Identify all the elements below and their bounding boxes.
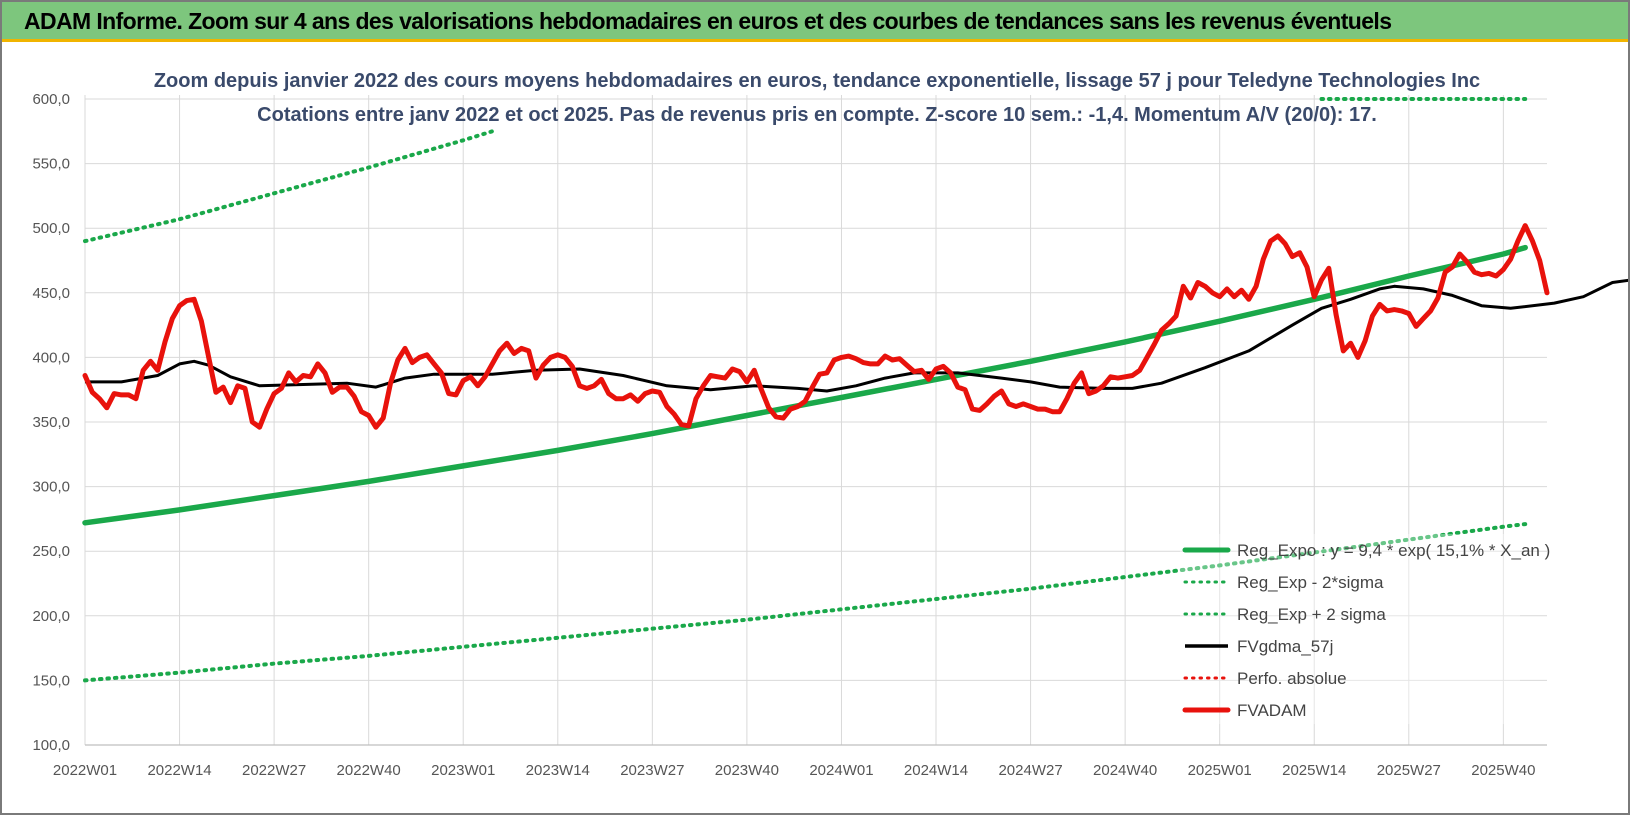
legend: Reg_Expo : y = 9,4 * exp( 15,1% * X_an )… bbox=[1180, 534, 1550, 724]
grid bbox=[84, 95, 1547, 746]
x-tick-label: 2022W14 bbox=[147, 762, 211, 779]
x-tick-label: 2022W27 bbox=[242, 762, 306, 779]
x-tick-label: 2024W01 bbox=[809, 762, 873, 779]
x-tick-label: 2023W27 bbox=[620, 762, 684, 779]
legend-label: Reg_Exp - 2*sigma bbox=[1237, 573, 1384, 592]
chart-title-line1: Zoom depuis janvier 2022 des cours moyen… bbox=[154, 70, 1480, 92]
x-tick-label: 2023W01 bbox=[431, 762, 495, 779]
y-tick-label: 300,0 bbox=[32, 479, 70, 496]
x-tick-label: 2024W40 bbox=[1093, 762, 1157, 779]
series-line-fvadam bbox=[82, 223, 1550, 430]
legend-label: Reg_Exp + 2 sigma bbox=[1237, 605, 1386, 624]
x-tick-label: 2023W14 bbox=[526, 762, 590, 779]
x-tick-label: 2025W01 bbox=[1188, 762, 1252, 779]
y-tick-label: 550,0 bbox=[32, 156, 70, 173]
y-tick-label: 150,0 bbox=[32, 672, 70, 689]
page-title: ADAM Informe. Zoom sur 4 ans des valoris… bbox=[24, 8, 1392, 34]
series-line-reg-expo-y-9-4-exp-15-1-x-an bbox=[82, 244, 1528, 526]
y-axis-ticks: 100,0 150,0 200,0 250,0 300,0 350,0 400,0 450,0… bbox=[32, 91, 70, 754]
x-tick-label: 2025W27 bbox=[1377, 762, 1441, 779]
y-tick-label: 450,0 bbox=[32, 285, 70, 302]
chart-title-line2: Cotations entre janv 2022 et oct 2025. P… bbox=[257, 104, 1377, 126]
series-line-reg-exp-2-sigma bbox=[83, 522, 1528, 683]
x-tick-label: 2022W01 bbox=[53, 762, 117, 779]
series-line-reg-exp-2-sigma bbox=[83, 129, 495, 244]
x-axis-ticks: 2022W01 2022W14 2022W27 2022W40 2023W01 2023W… bbox=[53, 762, 1536, 779]
legend-label: Perfo. absolue bbox=[1237, 669, 1347, 688]
legend-label: FVADAM bbox=[1237, 701, 1307, 720]
header-banner: ADAM Informe. Zoom sur 4 ans des valoris… bbox=[2, 2, 1628, 42]
legend-label: Reg_Expo : y = 9,4 * exp( 15,1% * X_an ) bbox=[1237, 541, 1550, 560]
legend-box bbox=[1180, 534, 1520, 724]
x-tick-label: 2022W40 bbox=[337, 762, 401, 779]
y-tick-label: 350,0 bbox=[32, 414, 70, 431]
x-tick-label: 2025W14 bbox=[1282, 762, 1346, 779]
y-tick-label: 250,0 bbox=[32, 543, 70, 560]
x-tick-label: 2024W27 bbox=[998, 762, 1062, 779]
y-tick-label: 100,0 bbox=[32, 737, 70, 754]
x-tick-label: 2025W40 bbox=[1471, 762, 1535, 779]
y-tick-label: 500,0 bbox=[32, 220, 70, 237]
y-tick-label: 400,0 bbox=[32, 349, 70, 366]
x-tick-label: 2024W14 bbox=[904, 762, 968, 779]
y-tick-label: 200,0 bbox=[32, 608, 70, 625]
y-tick-label: 600,0 bbox=[32, 91, 70, 108]
series-layer bbox=[82, 97, 1628, 683]
legend-label: FVgdma_57j bbox=[1237, 637, 1333, 656]
x-tick-label: 2023W40 bbox=[715, 762, 779, 779]
series-line-fvgdma-57j bbox=[85, 278, 1628, 393]
